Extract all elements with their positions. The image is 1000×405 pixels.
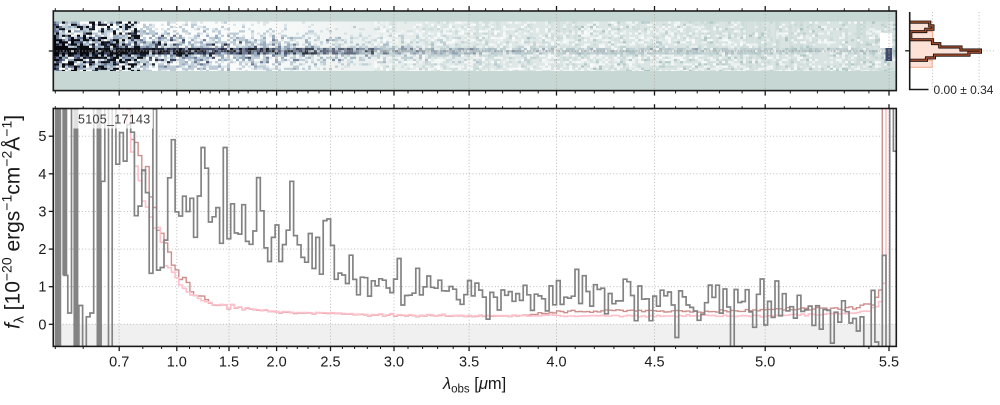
svg-text:4.5: 4.5	[644, 355, 664, 371]
svg-text:4.0: 4.0	[546, 355, 566, 371]
svg-text:λobs [μm]: λobs [μm]	[442, 375, 506, 396]
svg-text:5.0: 5.0	[755, 355, 775, 371]
svg-text:fλ [10−20 ergs−1cm−2Å−1]: fλ [10−20 ergs−1cm−2Å−1]	[0, 115, 27, 329]
svg-text:1.5: 1.5	[219, 355, 239, 371]
svg-text:5: 5	[38, 129, 46, 145]
svg-text:2.5: 2.5	[320, 355, 340, 371]
svg-text:5.5: 5.5	[879, 355, 899, 371]
svg-text:2: 2	[38, 242, 46, 258]
svg-text:5105_17143: 5105_17143	[78, 113, 151, 127]
svg-text:2.0: 2.0	[267, 355, 287, 371]
svg-text:1: 1	[38, 280, 46, 296]
svg-text:3.5: 3.5	[459, 355, 479, 371]
svg-text:0.7: 0.7	[109, 355, 129, 371]
svg-text:4: 4	[38, 167, 46, 183]
svg-text:3: 3	[38, 204, 46, 220]
svg-text:1.0: 1.0	[167, 355, 187, 371]
svg-text:3.0: 3.0	[384, 355, 404, 371]
svg-text:0.00 ± 0.34: 0.00 ± 0.34	[934, 83, 994, 97]
svg-text:0: 0	[38, 317, 46, 333]
